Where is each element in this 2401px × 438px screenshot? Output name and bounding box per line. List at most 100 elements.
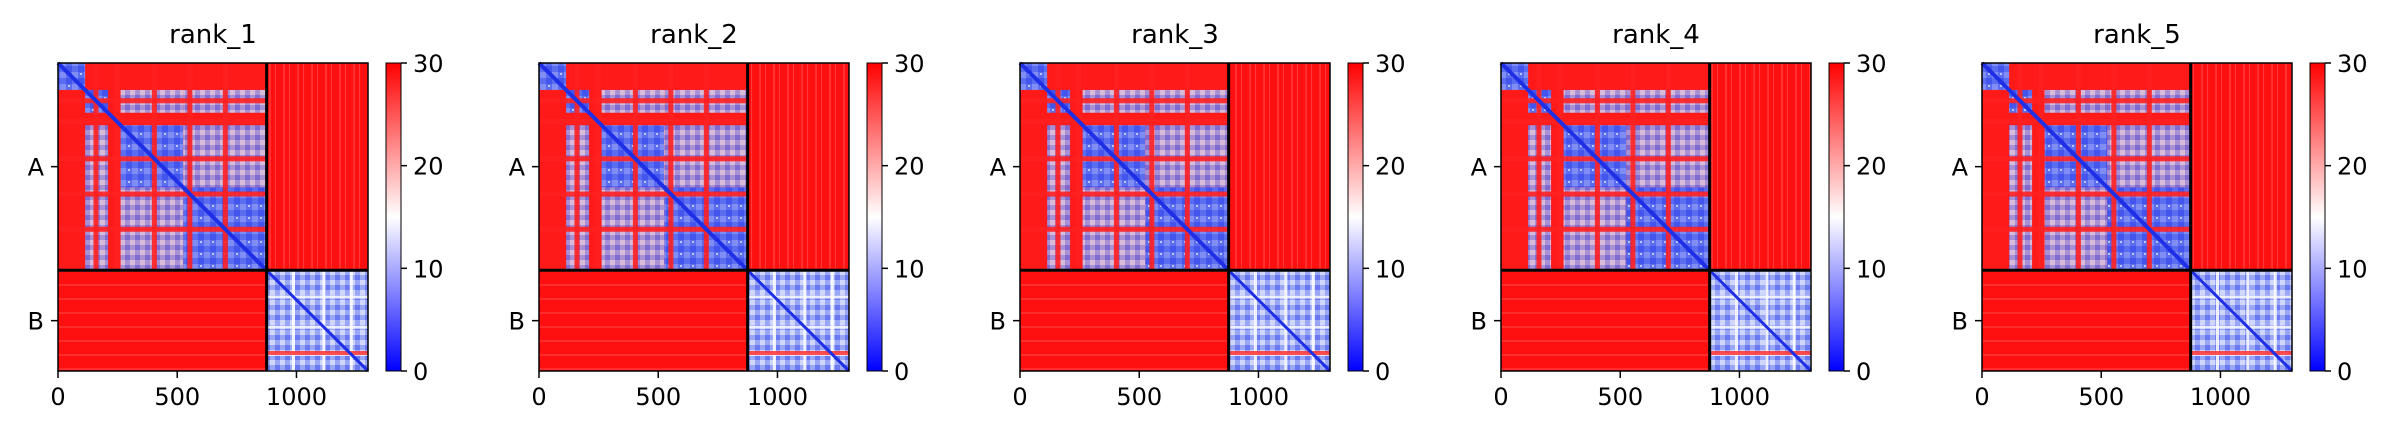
panel-title: rank_1	[169, 20, 257, 50]
block-b-streak	[2215, 270, 2219, 371]
colorbar-tick-label: 0	[2337, 358, 2352, 386]
block-a-diagonal	[56, 61, 269, 272]
block-a-streak	[1055, 63, 1061, 271]
colorbar-tick-label: 20	[1375, 153, 1406, 181]
x-tick-label: 1000	[266, 383, 327, 411]
colorbar-tick-label: 10	[894, 255, 925, 283]
block-b-streak	[803, 270, 807, 371]
colorbar	[866, 62, 883, 372]
colorbar-tick-label: 0	[894, 358, 909, 386]
block-a-streak	[1982, 118, 2191, 124]
colorbar-tick-label: 20	[413, 153, 444, 181]
block-b-streak	[1228, 295, 1330, 299]
block-a-streak	[1020, 98, 1229, 104]
x-tick-label: 0	[50, 383, 65, 411]
block-a-streak	[58, 226, 267, 232]
block-a-streak	[1076, 63, 1082, 271]
block-b-streak	[1709, 325, 1811, 329]
block-a-diagonal	[1499, 61, 1712, 272]
block-b-streak	[266, 295, 368, 299]
block-b-streak	[2190, 351, 2292, 355]
block-b-a	[58, 270, 267, 371]
panel-title: rank_4	[1612, 20, 1700, 50]
block-a-streak	[703, 63, 709, 271]
colorbar	[1828, 62, 1845, 372]
block-a-diagonal	[537, 61, 750, 272]
block-b-streak	[1228, 351, 1330, 355]
colorbar	[2309, 62, 2326, 372]
block-b-a	[1982, 270, 2191, 371]
block-b-streak	[747, 325, 849, 329]
plot-frame	[1019, 62, 1331, 372]
colorbar	[1347, 62, 1364, 372]
block-a-streak	[58, 118, 267, 124]
block-a-streak	[632, 63, 638, 271]
colorbar-tick-label: 20	[1856, 153, 1887, 181]
plot-frame	[57, 62, 369, 372]
block-a-streak	[1501, 226, 1710, 232]
colorbar-tick-label: 0	[1856, 358, 1871, 386]
block-a-streak	[1020, 226, 1229, 232]
colorbar-tick-label: 0	[1375, 358, 1390, 386]
block-b-streak	[1792, 270, 1796, 371]
block-b-streak	[747, 351, 849, 355]
block-a-streak	[574, 63, 580, 271]
plot-frame	[1500, 62, 1812, 372]
x-tick-label: 1000	[1709, 383, 1770, 411]
plot-frame	[1981, 62, 2293, 372]
colorbar-tick-label: 30	[2337, 50, 2368, 78]
block-a-streak	[2017, 63, 2023, 271]
y-tick-label: A	[1471, 154, 1488, 182]
x-tick-label: 500	[635, 383, 681, 411]
block-b-streak	[2190, 325, 2292, 329]
x-tick-label: 0	[531, 383, 546, 411]
block-b-streak	[1709, 295, 1811, 299]
colorbar-tick-label: 30	[1375, 50, 1406, 78]
block-b-diagonal	[1708, 269, 1813, 373]
y-tick-label: B	[28, 308, 44, 336]
block-a-streak	[539, 98, 748, 104]
block-a-streak	[1982, 98, 2191, 104]
block-b-streak	[772, 270, 776, 371]
block-a-diagonal	[1018, 61, 1231, 272]
colorbar-tick-label: 10	[2337, 255, 2368, 283]
block-b-streak	[266, 351, 368, 355]
colorbar-tick-label: 10	[1375, 255, 1406, 283]
block-b-diagonal	[2189, 269, 2294, 373]
block-a-streak	[2146, 63, 2152, 271]
block-b-streak	[747, 295, 849, 299]
block-a-b	[1228, 63, 1330, 271]
block-a-streak	[1630, 63, 1636, 271]
block-b-diagonal	[746, 269, 851, 373]
block-a-b	[2190, 63, 2292, 271]
y-tick-label: A	[1952, 154, 1969, 182]
block-a-streak	[151, 63, 157, 271]
block-a-streak	[1501, 98, 1710, 104]
panel-title: rank_3	[1131, 20, 1219, 50]
block-b-streak	[1709, 351, 1811, 355]
block-b-streak	[291, 270, 295, 371]
block-a-streak	[187, 63, 193, 271]
heatmap-panel-3: rank_3 A B 0 500 1000 0 10 20 30	[990, 20, 1406, 411]
block-a-b	[266, 63, 368, 271]
x-tick-label: 1000	[2190, 383, 2251, 411]
block-a-streak	[1020, 118, 1229, 124]
block-a-streak	[595, 63, 601, 271]
block-a-streak	[2075, 63, 2081, 271]
x-tick-label: 500	[2078, 383, 2124, 411]
y-tick-label: B	[509, 308, 525, 336]
block-a-streak	[539, 118, 748, 124]
block-b-diagonal	[265, 269, 370, 373]
heatmap-panel-4: rank_4 A B 0 500 1000 0 10 20 30	[1471, 20, 1887, 411]
block-b-streak	[349, 270, 353, 371]
block-a-streak	[2038, 63, 2044, 271]
block-b-a	[1020, 270, 1229, 371]
block-a-streak	[2111, 63, 2117, 271]
block-b-streak	[830, 270, 834, 371]
y-tick-label: A	[990, 154, 1007, 182]
plot-frame	[538, 62, 850, 372]
block-a-streak	[1557, 63, 1563, 271]
colorbar-tick-label: 30	[1856, 50, 1887, 78]
panel-title: rank_2	[650, 20, 738, 50]
